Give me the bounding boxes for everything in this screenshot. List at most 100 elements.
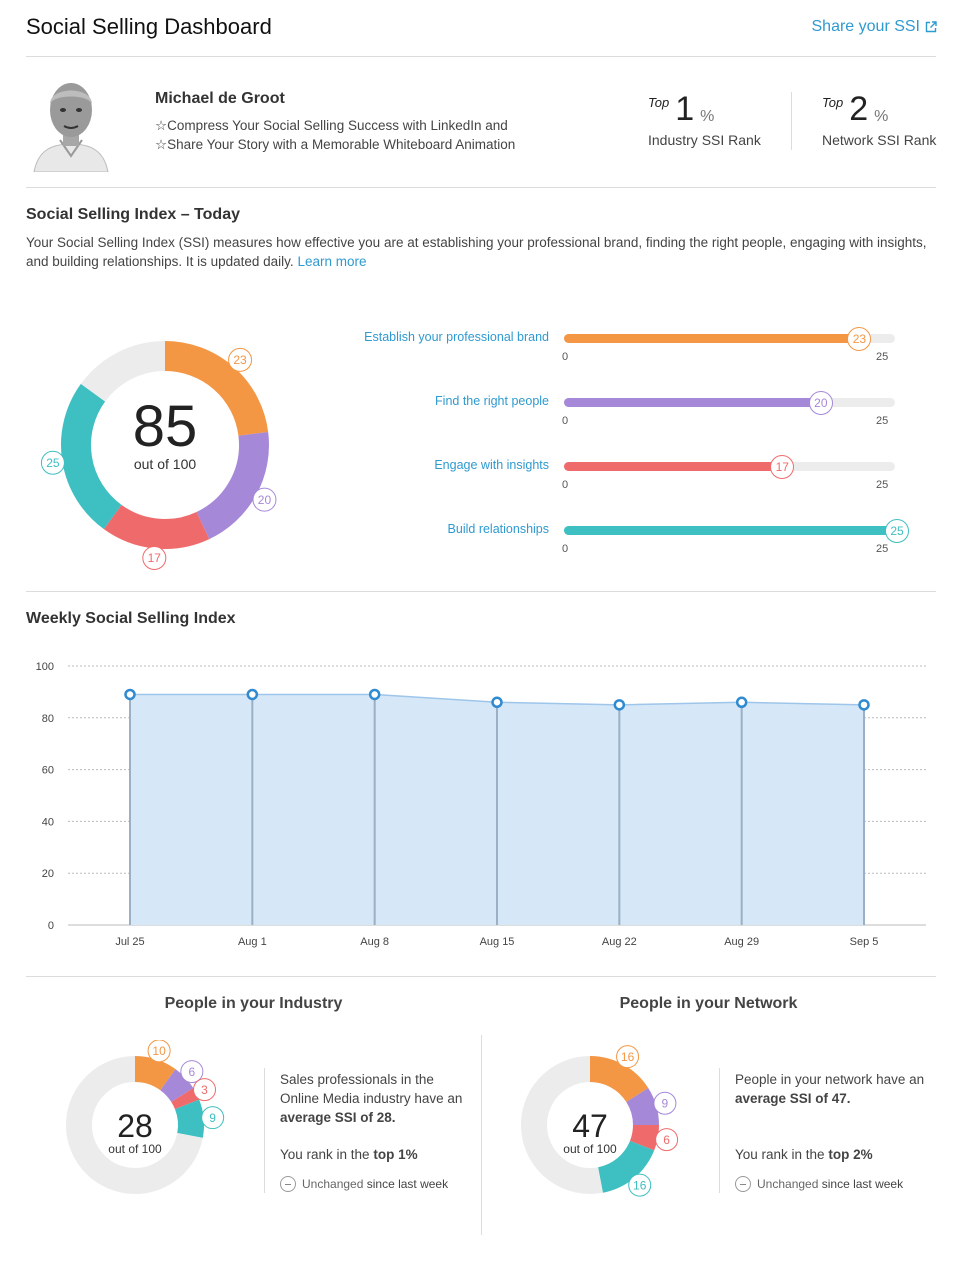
svg-text:10: 10: [152, 1044, 166, 1058]
svg-text:3: 3: [201, 1083, 208, 1097]
ssi-component-fill: [564, 462, 790, 471]
divider: [26, 187, 936, 188]
svg-text:9: 9: [209, 1111, 216, 1125]
donut-segment: [103, 504, 210, 549]
network-rank-label: Network SSI Rank: [822, 132, 937, 148]
industry-unchanged-label: Unchanged: [302, 1177, 364, 1191]
network-unchanged-since: since last week: [821, 1177, 904, 1191]
svg-text:16: 16: [621, 1050, 635, 1064]
industry-rank-value: 1: [675, 90, 695, 128]
svg-text:6: 6: [189, 1065, 196, 1079]
industry-donut-chart: 10 639: [66, 1040, 225, 1194]
ssi-component-label[interactable]: Find the right people: [435, 394, 549, 408]
donut-value-label: 20: [252, 487, 277, 512]
ssi-description: Your Social Selling Index (SSI) measures…: [26, 233, 931, 271]
data-point[interactable]: [491, 696, 503, 709]
ssi-component-label[interactable]: Engage with insights: [434, 458, 549, 472]
section-divider: [481, 1035, 482, 1235]
unchanged-icon: [280, 1176, 296, 1192]
donut-remainder: [66, 1056, 203, 1194]
ssi-score-out-of: out of 100: [133, 456, 197, 472]
ssi-component-label[interactable]: Establish your professional brand: [364, 330, 549, 344]
x-tick-label: Aug 1: [238, 936, 267, 948]
network-rank-text: You rank in the top 2%: [735, 1145, 873, 1164]
x-tick-label: Sep 5: [850, 936, 879, 948]
data-point[interactable]: [246, 688, 259, 701]
industry-avg-value: average SSI of 28.: [280, 1110, 396, 1125]
svg-text:9: 9: [662, 1096, 669, 1110]
external-link-icon: [925, 21, 937, 33]
ssi-component-track: [564, 398, 895, 407]
learn-more-link[interactable]: Learn more: [297, 254, 367, 269]
ssi-component-max: 25: [876, 351, 889, 363]
ssi-today-heading: Social Selling Index – Today: [26, 206, 240, 223]
profile-name[interactable]: Michael de Groot: [155, 90, 285, 107]
share-ssi-label: Share your SSI: [811, 18, 921, 35]
donut-value-label: 25: [40, 450, 65, 475]
ssi-component-value: 23: [847, 327, 872, 351]
avatar[interactable]: [30, 70, 112, 172]
industry-avg-text-lead: Sales professionals in the Online Media …: [280, 1072, 463, 1106]
data-point[interactable]: [613, 699, 626, 711]
network-avg-value: average SSI of 47.: [735, 1091, 851, 1106]
divider: [26, 56, 936, 57]
network-unchanged: Unchanged since last week: [735, 1176, 903, 1192]
y-tick-label: 0: [48, 920, 54, 932]
ssi-component-fill: [564, 334, 869, 343]
industry-score: 28 out of 100: [95, 1110, 175, 1156]
donut-value-label: 10: [147, 1040, 171, 1063]
data-point[interactable]: [858, 699, 870, 711]
ssi-component-min: 0: [562, 543, 569, 555]
donut-value-label: 9: [201, 1106, 225, 1130]
svg-text:25: 25: [46, 456, 60, 470]
industry-rank-label: Industry SSI Rank: [648, 132, 761, 148]
network-rank-text-value: top 2%: [828, 1147, 873, 1162]
ssi-component-label[interactable]: Build relationships: [447, 522, 549, 536]
donut-remainder: [80, 341, 166, 402]
industry-rank-text: You rank in the top 1%: [280, 1145, 418, 1164]
divider: [26, 591, 936, 592]
share-ssi-link[interactable]: Share your SSI: [812, 18, 938, 36]
unchanged-icon: [735, 1176, 751, 1192]
svg-text:17: 17: [148, 551, 162, 565]
profile-headline-line-1: ☆Compress Your Social Selling Success wi…: [155, 118, 508, 133]
donut-segment: [589, 1056, 649, 1103]
network-avg-text: People in your network have an average S…: [735, 1070, 925, 1108]
network-rank-pct: %: [874, 108, 889, 125]
network-unchanged-label: Unchanged: [757, 1177, 819, 1191]
svg-text:23: 23: [233, 353, 247, 367]
ssi-component-track: [564, 462, 895, 471]
y-tick-label: 80: [42, 713, 54, 725]
industry-rank: Top 1 % Industry SSI Rank: [648, 92, 761, 148]
y-tick-label: 60: [42, 765, 54, 777]
ssi-component-fill: [564, 398, 829, 407]
x-tick-label: Jul 25: [115, 936, 144, 948]
network-title: People in your Network: [619, 995, 798, 1012]
donut-value-label: 6: [655, 1128, 679, 1152]
data-point[interactable]: [124, 688, 136, 701]
ssi-component-value: 20: [808, 391, 833, 415]
industry-unchanged: Unchanged since last week: [280, 1176, 448, 1192]
weekly-ssi-chart: 0 20 40 60 80 100 Jul 25 Aug 1 Aug 8 Aug 15 Aug 22…: [36, 661, 926, 948]
ssi-score: 85 out of 100: [105, 398, 225, 473]
donut-value-label: 17: [142, 545, 167, 570]
data-point[interactable]: [368, 688, 381, 701]
industry-rank-top: Top: [648, 95, 670, 110]
donut-segment: [164, 341, 269, 437]
industry-text-divider: [264, 1068, 265, 1193]
ssi-component-track: [564, 526, 895, 535]
network-score: 47 out of 100: [550, 1110, 630, 1156]
data-point[interactable]: [735, 696, 748, 709]
ssi-component-value: 17: [770, 455, 795, 479]
y-tick-label: 100: [36, 661, 54, 673]
network-rank: Top 2 % Network SSI Rank: [822, 92, 936, 148]
network-rank-value: 2: [849, 90, 869, 128]
donut-segment: [626, 1088, 659, 1126]
industry-score-out-of: out of 100: [108, 1142, 162, 1156]
network-text-divider: [719, 1068, 720, 1193]
network-rank-top: Top: [822, 95, 844, 110]
donut-value-label: 16: [628, 1173, 652, 1197]
ssi-component-value: 25: [885, 519, 910, 543]
svg-text:20: 20: [258, 493, 272, 507]
donut-segment: [61, 383, 122, 530]
